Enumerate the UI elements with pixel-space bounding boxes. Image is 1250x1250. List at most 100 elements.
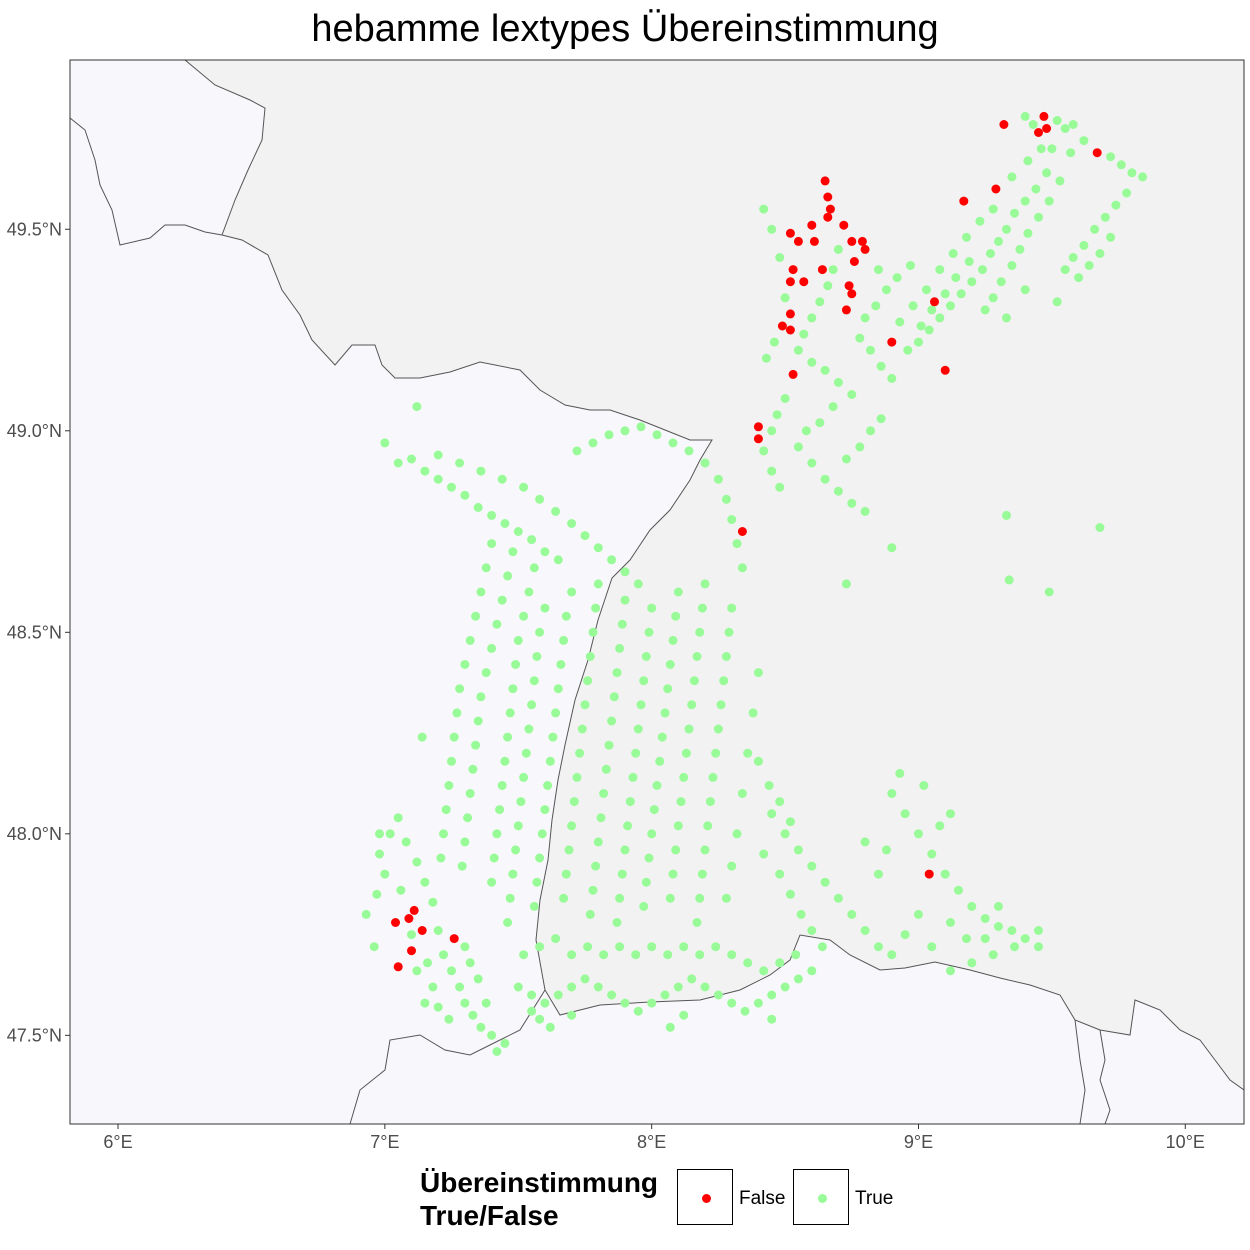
point-true: [1020, 934, 1030, 944]
point-true: [860, 926, 870, 935]
point-false: [839, 220, 849, 230]
point-true: [887, 950, 897, 960]
point-true: [855, 333, 865, 343]
point-false: [753, 434, 763, 444]
point-true: [940, 289, 950, 299]
point-true: [513, 527, 523, 536]
legend-title-line2: True/False: [420, 1200, 559, 1231]
point-true: [652, 430, 662, 440]
point-true: [668, 438, 678, 448]
point-true: [882, 285, 891, 295]
point-true: [807, 926, 817, 935]
point-true: [535, 853, 545, 863]
point-true: [871, 301, 881, 311]
point-true: [900, 809, 910, 819]
point-false: [849, 257, 859, 266]
point-true: [511, 845, 521, 855]
point-true: [679, 942, 689, 952]
point-true: [807, 458, 817, 468]
point-false: [844, 281, 854, 291]
point-true: [1002, 510, 1011, 520]
legend-label-true: True: [855, 1188, 894, 1209]
point-true: [927, 305, 937, 315]
point-true: [684, 724, 694, 734]
point-true: [647, 998, 657, 1008]
point-true: [1023, 156, 1033, 166]
point-true: [697, 603, 707, 613]
point-false: [887, 337, 897, 347]
point-true: [703, 821, 713, 831]
point-true: [615, 893, 625, 903]
point-true: [874, 265, 883, 275]
point-true: [713, 724, 723, 734]
point-false: [785, 325, 795, 335]
point-true: [980, 914, 990, 923]
point-true: [569, 797, 579, 807]
point-false: [409, 905, 419, 915]
point-true: [860, 837, 870, 847]
point-true: [545, 1022, 555, 1032]
point-true: [471, 611, 481, 621]
point-false: [393, 962, 403, 972]
point-false: [1092, 148, 1102, 158]
point-true: [700, 579, 710, 589]
point-true: [524, 724, 534, 734]
point-true: [780, 982, 790, 992]
x-tick-label: 7°E: [370, 1132, 399, 1152]
point-true: [946, 301, 955, 311]
point-true: [503, 732, 513, 742]
point-true: [700, 458, 710, 468]
point-true: [644, 627, 654, 637]
y-tick-label: 49.5°N: [7, 219, 62, 239]
point-true: [860, 506, 870, 516]
point-true: [423, 958, 432, 968]
point-true: [593, 982, 603, 992]
point-true: [1079, 240, 1089, 250]
point-true: [527, 990, 537, 1000]
point-true: [772, 410, 782, 420]
point-true: [465, 958, 475, 968]
point-true: [748, 708, 758, 718]
point-true: [535, 494, 545, 504]
point-false: [847, 236, 857, 246]
point-true: [935, 313, 945, 323]
x-tick-label: 10°E: [1166, 1132, 1205, 1152]
point-true: [841, 579, 851, 589]
point-true: [927, 942, 937, 952]
point-true: [687, 700, 697, 710]
point-true: [1010, 208, 1019, 218]
point-false: [785, 309, 795, 319]
point-true: [596, 813, 606, 823]
point-true: [668, 869, 678, 879]
point-true: [1079, 136, 1089, 146]
point-true: [673, 821, 683, 831]
point-true: [988, 204, 998, 214]
point-true: [946, 966, 955, 976]
point-true: [564, 845, 574, 855]
point-true: [393, 458, 403, 468]
point-true: [633, 724, 643, 734]
point-true: [919, 781, 929, 790]
point-false: [799, 277, 809, 287]
point-true: [519, 950, 529, 960]
point-true: [444, 781, 454, 790]
point-true: [689, 676, 699, 686]
border-line: [184, 60, 1244, 1091]
point-true: [1068, 253, 1078, 262]
point-true: [521, 748, 531, 758]
point-true: [876, 414, 886, 424]
point-true: [833, 893, 843, 903]
point-true: [513, 635, 523, 645]
point-true: [1090, 224, 1100, 234]
point-true: [1074, 273, 1084, 283]
point-true: [737, 563, 747, 573]
point-true: [556, 660, 566, 669]
point-true: [487, 510, 497, 520]
point-true: [1052, 297, 1062, 307]
point-true: [732, 539, 742, 549]
point-true: [623, 821, 633, 831]
point-true: [487, 643, 497, 653]
point-true: [1002, 313, 1011, 323]
map-title: hebamme lextypes Übereinstimmung: [311, 8, 939, 50]
point-true: [922, 285, 931, 295]
